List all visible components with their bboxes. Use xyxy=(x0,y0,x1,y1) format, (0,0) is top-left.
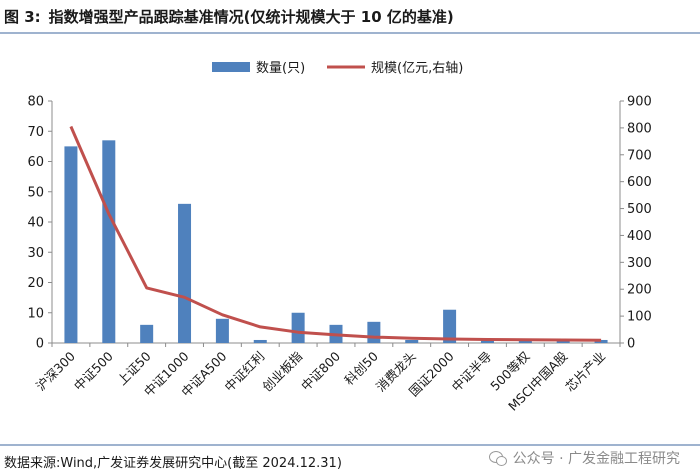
wechat-icon xyxy=(488,450,507,466)
y-left-tick-label: 20 xyxy=(27,276,44,291)
bar-6 xyxy=(253,339,267,343)
x-tick-label: 中证半导 xyxy=(449,349,495,395)
combo-chart: 0102030405060708001002003004005006007008… xyxy=(27,61,652,414)
legend-label-scale: 规模(亿元,右轴) xyxy=(371,61,463,76)
x-tick-label: 创业板指 xyxy=(259,349,305,395)
y-left-tick-label: 80 xyxy=(27,95,44,110)
watermark-text: 公众号 · 广发金融工程研究 xyxy=(512,451,680,467)
y-left-tick-label: 40 xyxy=(27,216,44,231)
x-tick-label: 中证红利 xyxy=(221,349,267,395)
chart-title: 图 3: 指数增强型产品跟踪基准情况(仅统计规模大于 10 亿的基准) xyxy=(4,6,454,27)
bar-11 xyxy=(443,309,457,343)
y-left-tick-label: 70 xyxy=(27,125,44,140)
title-bar: 图 3: 指数增强型产品跟踪基准情况(仅统计规模大于 10 亿的基准) xyxy=(0,0,700,34)
bar-2 xyxy=(102,140,116,343)
scale-line xyxy=(69,125,602,342)
y-right-tick-label: 600 xyxy=(627,175,652,190)
y-left-tick-label: 50 xyxy=(27,185,44,200)
y-right-tick-label: 200 xyxy=(627,283,652,298)
bar-4 xyxy=(178,203,192,343)
bar-5 xyxy=(215,318,229,343)
figure-label: 图 3: xyxy=(4,8,41,26)
figure-title: 指数增强型产品跟踪基准情况(仅统计规模大于 10 亿的基准) xyxy=(48,8,454,26)
watermark: 公众号 · 广发金融工程研究 xyxy=(488,448,680,468)
bar-7 xyxy=(291,312,305,343)
y-right-tick-label: 800 xyxy=(627,121,652,136)
y-left-tick-label: 0 xyxy=(36,337,44,352)
x-tick-label: 沪深300 xyxy=(33,348,78,393)
legend-swatch-count xyxy=(212,62,250,72)
bar-12 xyxy=(480,339,494,343)
bar-9 xyxy=(367,321,381,343)
y-left-tick-label: 60 xyxy=(27,155,44,170)
y-right-tick-label: 500 xyxy=(627,202,652,217)
bar-3 xyxy=(140,324,154,343)
footer-bar: 数据来源:Wind,广发证券发展研究中心(截至 2024.12.31) 公众号 … xyxy=(0,444,700,471)
y-left-tick-label: 10 xyxy=(27,306,44,321)
x-tick-label: 中证800 xyxy=(298,348,343,393)
y-right-tick-label: 900 xyxy=(627,95,652,110)
y-right-tick-label: 100 xyxy=(627,310,652,325)
bar-1 xyxy=(64,146,78,343)
y-right-tick-label: 0 xyxy=(627,337,635,352)
y-left-tick-label: 30 xyxy=(27,246,44,261)
x-tick-label: 中证500 xyxy=(71,348,116,393)
y-right-tick-label: 300 xyxy=(627,256,652,271)
x-tick-label: 芯片产业 xyxy=(562,349,608,395)
data-source: 数据来源:Wind,广发证券发展研究中心(截至 2024.12.31) xyxy=(4,456,342,471)
legend-label-count: 数量(只) xyxy=(256,61,305,76)
y-right-tick-label: 700 xyxy=(627,148,652,163)
bar-13 xyxy=(518,339,532,343)
bar-10 xyxy=(405,339,419,343)
y-right-tick-label: 400 xyxy=(627,229,652,244)
